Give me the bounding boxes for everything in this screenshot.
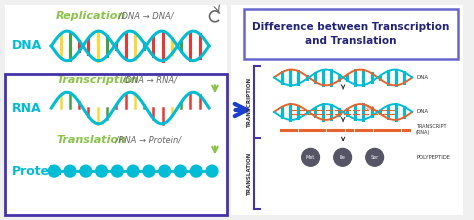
Circle shape — [111, 165, 123, 177]
Text: /DNA → DNA/: /DNA → DNA/ — [116, 12, 174, 21]
Text: Transcription: Transcription — [56, 75, 139, 85]
Text: Difference between Transcription
and Translation: Difference between Transcription and Tra… — [252, 22, 450, 46]
Circle shape — [80, 165, 91, 177]
Text: RNA: RNA — [365, 106, 375, 110]
Text: RNA: RNA — [12, 101, 41, 115]
Circle shape — [143, 165, 155, 177]
Circle shape — [159, 165, 171, 177]
Text: Protein: Protein — [12, 165, 63, 178]
Text: Met: Met — [306, 155, 315, 160]
Text: DNA: DNA — [416, 110, 428, 114]
Circle shape — [64, 165, 76, 177]
Circle shape — [334, 148, 352, 166]
FancyBboxPatch shape — [244, 9, 458, 59]
Circle shape — [190, 165, 202, 177]
Text: /RNA → Protein/: /RNA → Protein/ — [113, 135, 182, 144]
Text: TRANSCRIPT
(RNA): TRANSCRIPT (RNA) — [416, 124, 447, 135]
Text: TRANSLATION: TRANSLATION — [247, 152, 253, 195]
Text: TRANSCRIPTION: TRANSCRIPTION — [247, 77, 253, 127]
Text: POLYPEPTIDE: POLYPEPTIDE — [416, 155, 450, 160]
Circle shape — [96, 165, 108, 177]
Circle shape — [48, 165, 60, 177]
Text: Ser: Ser — [371, 155, 379, 160]
Circle shape — [127, 165, 139, 177]
Text: Translation: Translation — [56, 135, 126, 145]
Text: /DNA → RNA/: /DNA → RNA/ — [120, 76, 177, 85]
Circle shape — [366, 148, 383, 166]
Text: DNA: DNA — [12, 39, 42, 52]
Circle shape — [206, 165, 218, 177]
Text: Replication: Replication — [56, 11, 127, 21]
Circle shape — [302, 148, 319, 166]
FancyBboxPatch shape — [5, 6, 227, 73]
Text: Ile: Ile — [340, 155, 346, 160]
Circle shape — [174, 165, 186, 177]
Text: DNA: DNA — [416, 75, 428, 80]
FancyBboxPatch shape — [231, 6, 464, 214]
FancyBboxPatch shape — [5, 73, 227, 214]
